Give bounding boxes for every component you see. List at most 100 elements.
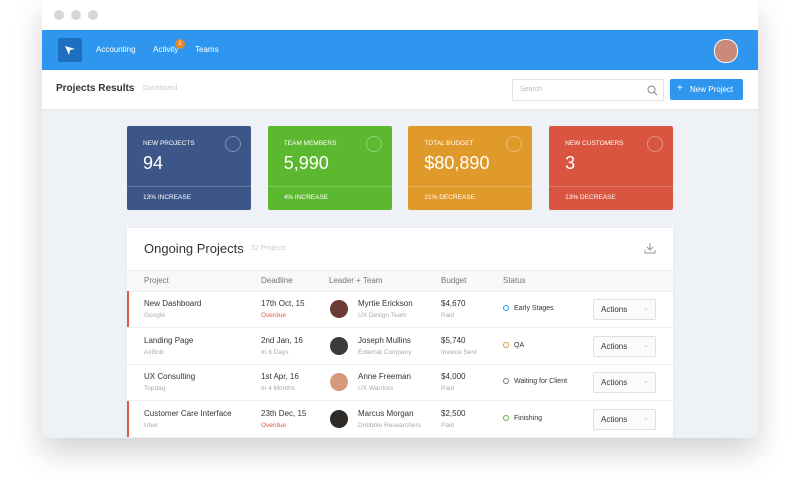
table-count: 32 Projects: [251, 245, 287, 252]
search-box[interactable]: Search: [512, 79, 664, 101]
logo-icon: [65, 46, 75, 55]
download-icon[interactable]: [644, 242, 656, 254]
deadline: 2nd Jan, 16: [261, 335, 303, 345]
column-header: Status: [503, 276, 526, 285]
stat-divider: [549, 186, 674, 187]
new-project-button[interactable]: + New Project: [670, 79, 743, 100]
project-name: UX Consulting: [144, 372, 196, 382]
stat-change: 21% DECREASE: [424, 194, 475, 201]
table-row[interactable]: New Dashboard Google 17th Oct, 15 Overdue My…: [127, 291, 673, 328]
stat-divider: [408, 186, 533, 187]
budget-note: Invoice Sent: [441, 348, 477, 356]
dropdown-caret: ⌄: [643, 305, 649, 312]
leader-name: Myrtie Erickson: [358, 299, 413, 308]
nav-bar: Accounting Activity Teams 2: [42, 30, 758, 70]
stat-icon: [506, 136, 523, 152]
stat-divider: [127, 186, 251, 187]
actions-label: Actions: [601, 305, 628, 314]
stat-card[interactable]: NEW CUSTOMERS 3 13% DECREASE: [549, 126, 674, 210]
leader-name: Joseph Mullins: [358, 335, 411, 345]
status-dot: [503, 305, 509, 311]
client-name: Topdaq: [144, 385, 166, 393]
window-dot[interactable]: [54, 10, 64, 20]
table-row[interactable]: Landing Page AirBnb 2nd Jan, 16 In 6 Days Jo…: [127, 328, 673, 365]
browser-window: Accounting Activity Teams 2 Projects Result…: [42, 0, 758, 438]
project-name: New Dashboard: [144, 299, 202, 308]
column-header[interactable]: Budget: [441, 276, 467, 285]
dropdown-caret: ⌄: [643, 341, 649, 349]
deadline: 1st Apr, 16: [261, 372, 299, 382]
user-avatar[interactable]: [714, 39, 738, 63]
actions-button[interactable]: Actions ⌄: [593, 408, 656, 430]
table-row[interactable]: Customer Care Interface Uber 23th Dec, 15 O…: [127, 401, 673, 438]
budget-note: Paid: [441, 312, 455, 319]
nav-link[interactable]: Activity: [153, 45, 179, 54]
table-header: [127, 270, 673, 292]
table-panel: Ongoing Projects 32 Projects Project Dead…: [127, 228, 673, 438]
search-placeholder: Search: [520, 86, 543, 93]
stat-card[interactable]: TOTAL BUDGET $80,890 21% DECREASE: [408, 126, 533, 210]
status-label: Finishing: [514, 414, 543, 422]
deadline-note: In 6 Days: [261, 348, 289, 356]
team-name: Dribbble Researchers: [358, 421, 421, 429]
stat-label: TEAM MEMBERS: [283, 140, 337, 147]
stat-card[interactable]: TEAM MEMBERS 5,990 4% INCREASE: [267, 126, 392, 210]
title-bar: [42, 0, 758, 30]
status-dot: [503, 378, 509, 385]
budget: $4,000: [441, 372, 466, 382]
column-header: Deadline: [261, 276, 293, 285]
dropdown-caret: ⌄: [643, 414, 649, 422]
actions-button[interactable]: Actions ⌄: [593, 372, 656, 394]
deadline: 23th Dec, 15: [261, 408, 307, 418]
window-dot[interactable]: [88, 10, 98, 20]
leader-avatar: [330, 373, 348, 392]
button-label: New Project: [690, 85, 734, 94]
stat-label: TOTAL BUDGET: [424, 140, 474, 147]
team-name: UX Warriors: [358, 385, 394, 393]
leader-avatar: [330, 300, 348, 318]
status-label: Waiting for Client: [514, 378, 568, 386]
status-label: QA: [514, 341, 525, 349]
stat-change: 4% INCREASE: [283, 194, 329, 201]
search-icon: [647, 85, 658, 96]
nav-link[interactable]: Teams: [195, 45, 219, 54]
notification-badge: 2: [175, 39, 185, 49]
breadcrumb-separator: ›: [134, 84, 137, 91]
leader-name: Marcus Morgan: [358, 408, 414, 418]
actions-label: Actions: [601, 378, 628, 388]
status-dot: [503, 341, 509, 348]
window-dot[interactable]: [71, 10, 81, 20]
stat-change: 13% DECREASE: [565, 194, 616, 201]
leader-avatar: [330, 409, 348, 428]
budget-note: Paid: [441, 421, 455, 429]
team-name: External Company: [358, 348, 412, 356]
team-name: UX Design Team: [358, 312, 407, 319]
stat-change: 13% INCREASE: [143, 194, 192, 201]
page-title: Projects Results: [56, 83, 135, 94]
actions-button[interactable]: Actions ⌄: [593, 335, 656, 357]
stat-value: $80,890: [424, 153, 490, 173]
nav-link[interactable]: Accounting: [96, 45, 136, 54]
project-name: Landing Page: [144, 335, 194, 345]
actions-button[interactable]: Actions ⌄: [593, 299, 656, 320]
status-label: Early Stages: [514, 305, 554, 312]
stat-label: NEW PROJECTS: [143, 140, 195, 147]
logo[interactable]: [58, 38, 82, 62]
stat-value: 3: [565, 153, 576, 173]
leader-avatar: [330, 336, 348, 355]
table-title: Ongoing Projects: [144, 241, 244, 256]
table-row[interactable]: UX Consulting Topdaq 1st Apr, 16 In 4 Month…: [127, 364, 673, 402]
stat-icon: [225, 136, 241, 152]
budget: $4,670: [441, 299, 466, 308]
stat-card[interactable]: NEW PROJECTS 94 13% INCREASE: [127, 126, 251, 210]
client-name: Uber: [144, 421, 159, 429]
client-name: Google: [144, 312, 165, 319]
leader-name: Anne Freeman: [358, 372, 411, 382]
deadline-note: Overdue: [261, 312, 286, 319]
stat-value: 5,990: [283, 153, 329, 173]
deadline-note: Overdue: [261, 421, 286, 429]
status-dot: [503, 414, 509, 421]
budget: $5,740: [441, 335, 466, 345]
breadcrumb[interactable]: Dashboard: [143, 85, 178, 92]
